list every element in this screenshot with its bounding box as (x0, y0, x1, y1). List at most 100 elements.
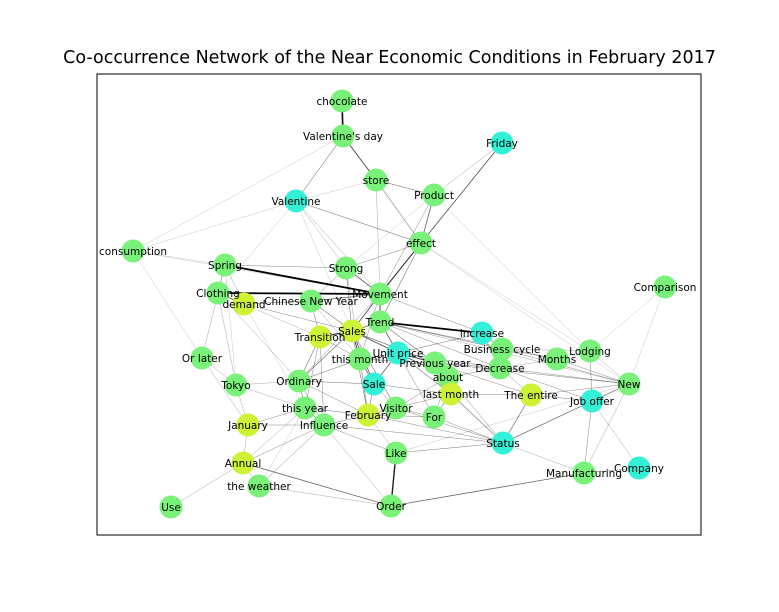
node-sale (362, 372, 386, 396)
edge-effect-lodging (420, 242, 591, 352)
edge-this_year-annual (242, 407, 306, 464)
edge-valentine-movement (295, 200, 381, 295)
edge-spring-movement (224, 264, 381, 295)
node-product (422, 183, 446, 207)
node-label-this_year: this year (282, 403, 329, 415)
edge-demand-this_year (243, 303, 306, 409)
edge-february-status (367, 414, 504, 444)
node-last_month (439, 382, 463, 406)
node-this_year (293, 396, 317, 420)
node-label-new: New (618, 379, 641, 391)
node-store (364, 168, 388, 192)
node-label-clothing: Clothing (196, 288, 240, 300)
edge-trend-business_cycle (379, 321, 503, 350)
edge-unit_price-decrease (397, 352, 501, 369)
edge-job_offer-manufacturing (583, 400, 593, 474)
node-ordinary (287, 369, 311, 393)
node-label-cny: Chinese New Year (264, 296, 358, 308)
edge-cny-this_month (310, 300, 361, 360)
node-this_month (348, 347, 372, 371)
node-cny (299, 289, 323, 313)
node-label-chocolate: chocolate (317, 96, 368, 108)
edge-job_offer-company (591, 400, 640, 469)
edge-status-like (395, 442, 504, 454)
edge-valentines_day-valentine (295, 135, 344, 202)
node-about (436, 365, 460, 389)
node-consumption (121, 239, 145, 263)
edge-store-effect (375, 179, 422, 244)
node-annual (231, 451, 255, 475)
edge-ordinary-sale (298, 380, 375, 385)
edge-consumption-or_later (132, 250, 203, 359)
node-label-visitor: Visitor (379, 403, 413, 415)
node-chocolate (330, 89, 354, 113)
edge-valentine-strong (295, 200, 347, 269)
edge-new-the_entire (530, 383, 630, 396)
edge-valentine-effect (295, 200, 422, 244)
node-months (545, 347, 569, 371)
node-layer: chocolate Valentine's day Friday store Produ… (99, 89, 697, 519)
node-label-about: about (433, 372, 463, 384)
edge-friday-product (433, 142, 503, 196)
node-label-store: store (363, 175, 390, 187)
node-label-previous_year: Previous year (399, 358, 471, 370)
edge-unit_price-for (397, 352, 435, 418)
edge-spring-strong (224, 264, 347, 269)
edge-cny-movement (310, 293, 381, 302)
node-label-manufacturing: Manufacturing (546, 468, 622, 480)
edge-or_later-january (201, 357, 249, 426)
node-manufacturing (572, 461, 596, 485)
edge-effect-strong (345, 242, 422, 269)
node-label-increase: increase (460, 328, 504, 340)
node-label-use: Use (161, 502, 181, 514)
node-label-last_month: last month (423, 389, 479, 401)
node-business_cycle (490, 337, 514, 361)
node-label-order: Order (376, 501, 407, 513)
edge-months-new (556, 358, 630, 385)
edge-influence-order (323, 424, 392, 507)
edge-the_weather-order (258, 485, 392, 507)
edge-consumption-spring (132, 250, 226, 266)
node-valentine (284, 189, 308, 213)
node-january (236, 413, 260, 437)
node-friday (490, 131, 514, 155)
node-tokyo (224, 373, 248, 397)
edge-valentine-clothing (217, 200, 297, 294)
node-the_entire (519, 383, 543, 407)
edge-trend-months (379, 321, 558, 360)
node-label-months: Months (538, 354, 576, 366)
node-label-annual: Annual (225, 458, 262, 470)
node-label-this_month: this month (332, 354, 389, 366)
node-demand (232, 292, 256, 316)
node-unit_price (386, 341, 410, 365)
node-label-comparison: Comparison (634, 282, 697, 294)
edge-influence-the_weather (258, 424, 325, 487)
edge-annual-order (242, 462, 392, 507)
node-company (627, 456, 651, 480)
edge-last_month-the_entire (450, 393, 532, 396)
edge-job_offer-status (502, 400, 593, 444)
node-label-february: February (345, 410, 392, 422)
edge-transition-this_year (304, 336, 321, 409)
edge-tokyo-this_year (235, 384, 306, 409)
node-status (491, 431, 515, 455)
edge-valentines_day-consumption (132, 135, 344, 252)
edge-trend-increase (379, 321, 483, 334)
edge-product-movement (379, 194, 435, 295)
edge-influence-status (323, 424, 504, 444)
edge-store-movement (375, 179, 381, 295)
node-the_weather (247, 474, 271, 498)
edge-valentine-sales (295, 200, 353, 332)
node-label-movement: Movement (352, 289, 408, 301)
edge-trend-decrease (379, 321, 501, 369)
edge-influence-like (323, 424, 397, 454)
node-label-sale: Sale (363, 379, 385, 391)
node-influence (312, 413, 336, 437)
node-label-ordinary: Ordinary (276, 376, 322, 388)
edge-annual-use (170, 462, 244, 508)
node-label-the_entire: The entire (503, 390, 558, 402)
plot-frame (96, 73, 702, 536)
node-like (384, 441, 408, 465)
node-comparison (653, 275, 677, 299)
node-for (422, 405, 446, 429)
